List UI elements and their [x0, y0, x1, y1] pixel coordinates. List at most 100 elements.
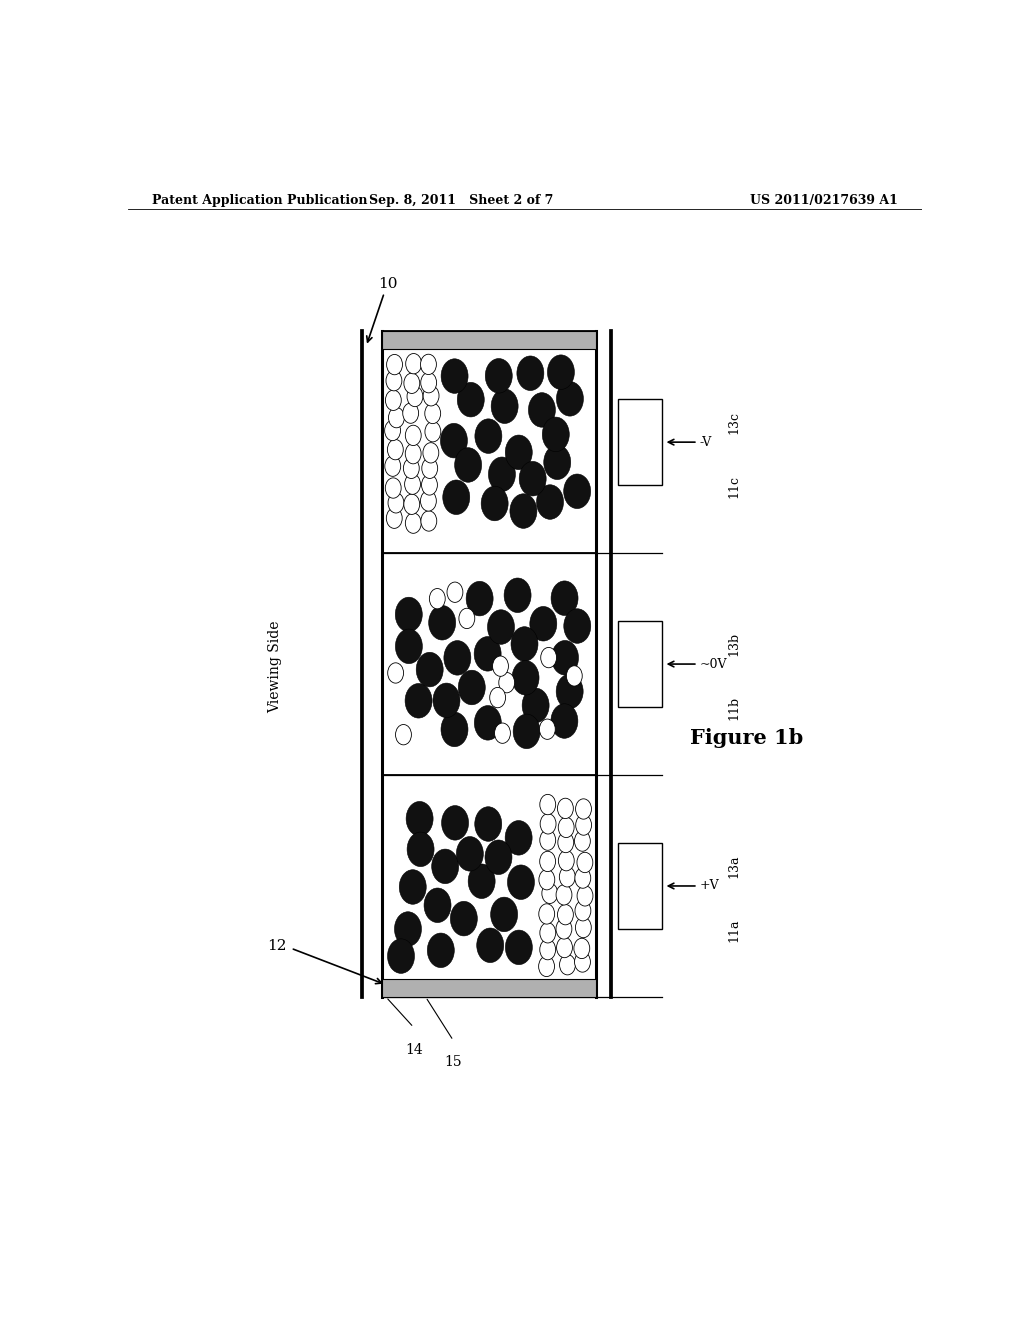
Circle shape: [404, 474, 421, 495]
Circle shape: [406, 354, 422, 374]
Circle shape: [399, 870, 426, 904]
Circle shape: [477, 928, 504, 962]
Circle shape: [540, 851, 556, 871]
Circle shape: [403, 374, 420, 393]
Text: 13b: 13b: [727, 632, 740, 656]
Circle shape: [492, 389, 518, 424]
Circle shape: [557, 904, 573, 925]
Circle shape: [540, 719, 555, 739]
Circle shape: [422, 475, 437, 495]
Circle shape: [489, 688, 506, 708]
Circle shape: [429, 606, 456, 640]
Circle shape: [395, 630, 422, 664]
Circle shape: [387, 939, 415, 973]
Circle shape: [541, 647, 557, 668]
Circle shape: [493, 656, 509, 676]
Circle shape: [517, 356, 544, 391]
Circle shape: [490, 898, 517, 932]
Circle shape: [443, 640, 471, 675]
Circle shape: [578, 886, 593, 906]
Circle shape: [574, 952, 591, 972]
Circle shape: [422, 458, 437, 478]
Circle shape: [395, 725, 412, 744]
Text: +V: +V: [699, 879, 719, 892]
Circle shape: [506, 931, 532, 965]
Circle shape: [556, 381, 584, 416]
Circle shape: [558, 833, 573, 853]
Circle shape: [451, 902, 477, 936]
Circle shape: [575, 799, 592, 820]
Circle shape: [552, 640, 579, 675]
Circle shape: [406, 684, 432, 718]
Text: 11c: 11c: [727, 475, 740, 498]
Text: 12: 12: [267, 939, 287, 953]
Circle shape: [466, 581, 494, 616]
Circle shape: [425, 421, 440, 442]
Circle shape: [475, 807, 502, 841]
Circle shape: [566, 665, 583, 686]
Circle shape: [557, 937, 572, 958]
Circle shape: [487, 610, 514, 644]
Circle shape: [499, 672, 515, 693]
Circle shape: [540, 940, 556, 960]
Circle shape: [427, 933, 455, 968]
Circle shape: [475, 418, 502, 454]
Circle shape: [504, 578, 531, 612]
Circle shape: [539, 904, 555, 924]
Circle shape: [403, 458, 419, 478]
Text: Patent Application Publication: Patent Application Publication: [152, 194, 368, 207]
Circle shape: [551, 704, 578, 738]
Circle shape: [433, 682, 460, 718]
Circle shape: [510, 494, 537, 528]
Circle shape: [539, 870, 555, 890]
Circle shape: [386, 508, 402, 528]
Circle shape: [505, 436, 532, 470]
Circle shape: [513, 714, 540, 748]
Text: 13c: 13c: [727, 411, 740, 434]
Circle shape: [455, 447, 481, 482]
Circle shape: [403, 494, 420, 515]
Text: 11b: 11b: [727, 696, 740, 719]
Circle shape: [540, 830, 556, 850]
Circle shape: [421, 372, 436, 393]
Text: Viewing Side: Viewing Side: [268, 620, 282, 713]
Circle shape: [537, 484, 563, 519]
Bar: [618, 842, 663, 929]
Bar: [618, 620, 663, 708]
Circle shape: [495, 723, 510, 743]
Circle shape: [485, 359, 512, 393]
Circle shape: [519, 462, 546, 496]
Circle shape: [548, 355, 574, 389]
Circle shape: [394, 912, 422, 946]
Circle shape: [440, 424, 467, 458]
Text: ~0V: ~0V: [699, 657, 727, 671]
Circle shape: [385, 391, 401, 411]
Circle shape: [559, 954, 575, 975]
Circle shape: [432, 849, 459, 883]
Circle shape: [485, 840, 512, 875]
Circle shape: [388, 492, 403, 513]
Text: 10: 10: [378, 276, 397, 290]
Circle shape: [541, 813, 556, 834]
Circle shape: [421, 491, 436, 511]
Bar: [382, 978, 596, 997]
Circle shape: [557, 799, 573, 818]
Circle shape: [474, 706, 502, 741]
Text: US 2011/0217639 A1: US 2011/0217639 A1: [750, 194, 898, 207]
Circle shape: [540, 923, 556, 942]
Circle shape: [556, 919, 571, 939]
Circle shape: [385, 455, 400, 477]
Bar: [382, 331, 596, 350]
Circle shape: [441, 359, 468, 393]
Circle shape: [385, 420, 400, 441]
Circle shape: [387, 440, 403, 459]
Circle shape: [558, 817, 574, 838]
Circle shape: [457, 837, 483, 871]
Circle shape: [423, 385, 439, 407]
Circle shape: [575, 814, 592, 836]
Circle shape: [573, 939, 590, 958]
Circle shape: [406, 425, 421, 446]
Circle shape: [386, 371, 401, 391]
Circle shape: [442, 480, 470, 515]
Circle shape: [558, 850, 574, 871]
